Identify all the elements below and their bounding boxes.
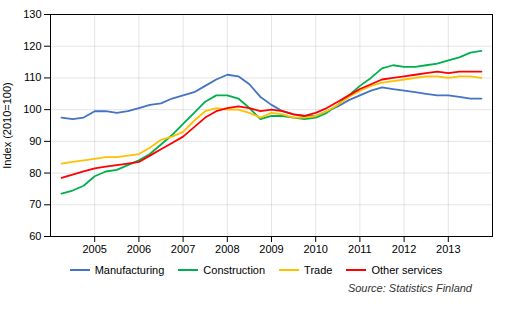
svg-text:2012: 2012 — [392, 243, 416, 255]
svg-text:2006: 2006 — [127, 243, 151, 255]
html-text:Construction: Construction — [203, 264, 266, 276]
html-text:Source: Statistics Finland: Source: Statistics Finland — [347, 282, 472, 294]
svg-text:2005: 2005 — [82, 243, 106, 255]
svg-text:90: 90 — [29, 135, 41, 147]
svg-text:Index (2010=100): Index (2010=100) — [1, 82, 13, 169]
html-text:Manufacturing: Manufacturing — [94, 264, 165, 276]
svg-text:2009: 2009 — [259, 243, 283, 255]
svg-text:2013: 2013 — [436, 243, 460, 255]
svg-text:2008: 2008 — [215, 243, 239, 255]
svg-text:80: 80 — [29, 167, 41, 179]
svg-text:2010: 2010 — [303, 243, 327, 255]
svg-text:130: 130 — [23, 8, 41, 20]
svg-text:70: 70 — [29, 198, 41, 210]
svg-text:110: 110 — [24, 71, 42, 83]
svg-text:60: 60 — [29, 230, 41, 242]
svg-text:100: 100 — [23, 103, 41, 115]
html-text:Trade: Trade — [304, 264, 333, 276]
html-text:Other services: Other services — [371, 264, 443, 276]
svg-text:2007: 2007 — [171, 243, 195, 255]
svg-text:2011: 2011 — [348, 243, 372, 255]
svg-text:120: 120 — [23, 40, 41, 52]
